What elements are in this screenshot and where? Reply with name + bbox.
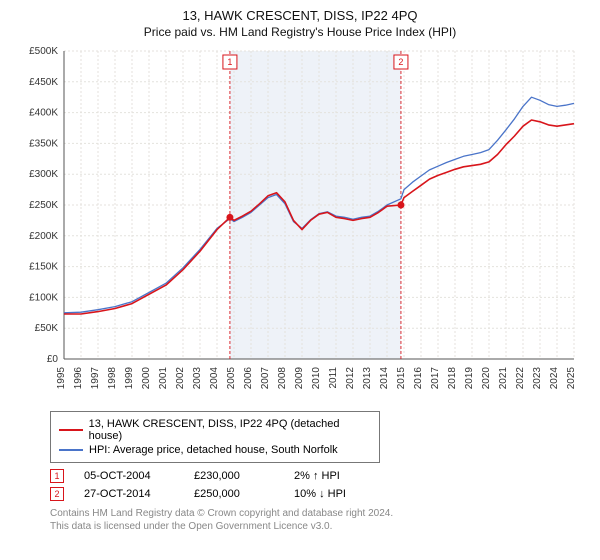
svg-text:2022: 2022 [515,367,526,390]
svg-text:2011: 2011 [328,367,339,389]
svg-text:2010: 2010 [311,367,322,390]
svg-text:2002: 2002 [175,367,186,390]
legend-label: 13, HAWK CRESCENT, DISS, IP22 4PQ (detac… [89,418,371,442]
svg-text:2013: 2013 [362,367,373,390]
legend-box: 13, HAWK CRESCENT, DISS, IP22 4PQ (detac… [50,411,380,463]
sale-price: £230,000 [194,470,274,482]
svg-text:2004: 2004 [209,367,220,390]
sale-marker-icon: 2 [50,487,64,501]
footer-line-1: Contains HM Land Registry data © Crown c… [50,507,590,520]
svg-text:2015: 2015 [396,367,407,390]
svg-text:2016: 2016 [413,367,424,390]
sales-table: 1 05-OCT-2004 £230,000 2% ↑ HPI 2 27-OCT-2014… [50,469,590,501]
sale-row: 1 05-OCT-2004 £230,000 2% ↑ HPI [50,469,590,483]
svg-text:1995: 1995 [56,367,67,390]
legend-item: 13, HAWK CRESCENT, DISS, IP22 4PQ (detac… [59,418,371,442]
svg-text:£500K: £500K [29,46,58,57]
chart-subtitle: Price paid vs. HM Land Registry's House … [10,25,590,39]
svg-text:2019: 2019 [464,367,475,390]
svg-text:£400K: £400K [29,108,58,119]
svg-text:2008: 2008 [277,367,288,390]
svg-text:1997: 1997 [90,367,101,390]
sale-price: £250,000 [194,488,274,500]
legend-swatch [59,449,83,451]
svg-text:£150K: £150K [29,262,58,273]
sale-marker-icon: 1 [50,469,64,483]
svg-text:2024: 2024 [549,367,560,390]
svg-text:1998: 1998 [107,367,118,390]
footer-line-2: This data is licensed under the Open Gov… [50,520,590,533]
svg-text:2009: 2009 [294,367,305,390]
svg-text:1: 1 [227,57,232,67]
svg-text:1996: 1996 [73,367,84,390]
price-chart: £0 £50K £100K £150K £200K £250K £300K £350K £400… [20,45,580,405]
svg-text:2006: 2006 [243,367,254,390]
svg-text:2012: 2012 [345,367,356,390]
sale-date: 05-OCT-2004 [84,470,174,482]
svg-text:1999: 1999 [124,367,135,390]
svg-text:2007: 2007 [260,367,271,390]
svg-text:£100K: £100K [29,292,58,303]
sale-hpi-delta: 2% ↑ HPI [294,470,374,482]
svg-text:2023: 2023 [532,367,543,390]
svg-text:£450K: £450K [29,77,58,88]
sale-row: 2 27-OCT-2014 £250,000 10% ↓ HPI [50,487,590,501]
legend-label: HPI: Average price, detached house, Sout… [89,444,338,456]
svg-text:2020: 2020 [481,367,492,390]
svg-text:£350K: £350K [29,138,58,149]
svg-text:2017: 2017 [430,367,441,390]
sale-date: 27-OCT-2014 [84,488,174,500]
chart-svg: £0 £50K £100K £150K £200K £250K £300K £350K £400… [20,45,580,405]
svg-text:£250K: £250K [29,200,58,211]
svg-text:2025: 2025 [566,367,577,390]
svg-text:£300K: £300K [29,169,58,180]
svg-text:£50K: £50K [35,323,59,334]
svg-text:2014: 2014 [379,367,390,390]
svg-text:2003: 2003 [192,367,203,390]
sale-hpi-delta: 10% ↓ HPI [294,488,374,500]
svg-text:2: 2 [398,57,403,67]
legend-swatch [59,429,83,431]
svg-text:2001: 2001 [158,367,169,390]
address-title: 13, HAWK CRESCENT, DISS, IP22 4PQ [10,8,590,23]
svg-text:2018: 2018 [447,367,458,390]
svg-text:£0: £0 [47,354,59,365]
svg-text:2005: 2005 [226,367,237,390]
svg-text:2021: 2021 [498,367,509,390]
svg-text:£200K: £200K [29,231,58,242]
svg-text:2000: 2000 [141,367,152,390]
legend-item: HPI: Average price, detached house, Sout… [59,444,371,456]
